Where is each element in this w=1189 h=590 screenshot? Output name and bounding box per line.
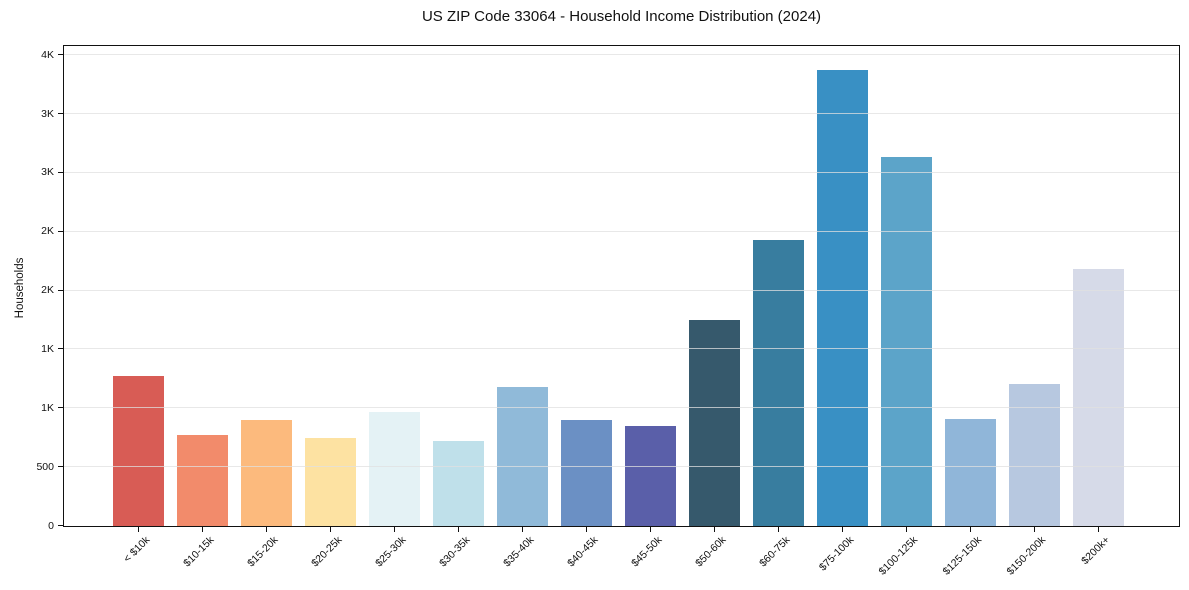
x-tick	[650, 527, 651, 532]
y-tick	[58, 525, 63, 526]
y-tick-label: 2K	[41, 284, 54, 297]
x-tick	[906, 527, 907, 532]
x-tick	[522, 527, 523, 532]
x-tick	[970, 527, 971, 532]
y-tick-label: 1K	[41, 401, 54, 414]
gridline	[64, 407, 1179, 409]
y-tick	[58, 113, 63, 115]
bar	[752, 240, 804, 526]
x-tick	[202, 527, 203, 532]
y-tick	[58, 54, 63, 56]
bar	[624, 425, 676, 526]
x-tick	[842, 527, 843, 532]
y-tick-label: 3K	[41, 107, 54, 120]
y-tick	[58, 407, 63, 409]
bar	[432, 440, 484, 526]
gridline	[64, 466, 1179, 468]
y-tick	[58, 230, 63, 232]
x-tick	[778, 527, 779, 532]
bar	[816, 69, 868, 526]
bar	[880, 157, 932, 526]
gridline	[64, 348, 1179, 350]
plot-inner	[64, 46, 1179, 526]
x-tick	[586, 527, 587, 532]
gridline	[64, 113, 1179, 115]
x-tick	[330, 527, 331, 532]
x-tick	[138, 527, 139, 532]
bar	[240, 419, 292, 526]
y-tick-label: 500	[36, 460, 54, 473]
bar	[1072, 269, 1124, 526]
y-tick	[58, 289, 63, 291]
x-tick	[714, 527, 715, 532]
plot-area	[63, 45, 1180, 527]
y-tick	[58, 466, 63, 468]
bar	[304, 437, 356, 526]
gridline	[64, 230, 1179, 232]
chart-title: US ZIP Code 33064 - Household Income Dis…	[421, 8, 822, 25]
bar	[944, 418, 996, 526]
x-tick	[1098, 527, 1099, 532]
y-tick-label: 3K	[41, 166, 54, 179]
y-tick	[58, 171, 63, 173]
gridline	[64, 54, 1179, 56]
bar	[368, 411, 420, 526]
bar	[176, 434, 228, 526]
bar	[112, 375, 164, 526]
x-tick	[458, 527, 459, 532]
y-tick	[58, 348, 63, 350]
x-tick	[1034, 527, 1035, 532]
y-tick-label: 4K	[41, 48, 54, 61]
gridline	[64, 171, 1179, 173]
x-tick	[394, 527, 395, 532]
bar	[560, 420, 612, 526]
y-tick-label: 2K	[41, 225, 54, 238]
bar	[688, 320, 740, 526]
bar	[1008, 383, 1060, 526]
gridline	[64, 289, 1179, 291]
x-tick	[266, 527, 267, 532]
bar	[496, 386, 548, 526]
y-tick-label: 0	[48, 519, 54, 532]
y-tick-label: 1K	[41, 342, 54, 355]
